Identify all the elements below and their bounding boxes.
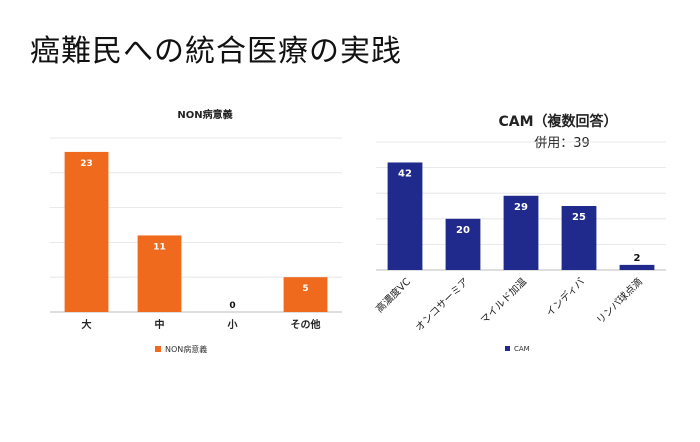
legend-swatch bbox=[155, 346, 161, 352]
bar bbox=[137, 235, 182, 312]
legend-swatch bbox=[505, 346, 510, 351]
slide-title: 癌難民への統合医療の実践 bbox=[30, 34, 402, 69]
category-label: 中 bbox=[155, 318, 165, 331]
bar bbox=[561, 206, 597, 270]
category-label: 小 bbox=[227, 318, 238, 331]
chart-subtitle: 併用：39 bbox=[534, 136, 590, 151]
bar bbox=[619, 264, 655, 270]
data-label: 5 bbox=[302, 284, 308, 294]
data-label: 2 bbox=[634, 253, 641, 264]
category-label: リンパ球点滴 bbox=[594, 275, 646, 327]
chart-title: CAM（複数回答） bbox=[498, 113, 617, 130]
bar bbox=[503, 195, 539, 270]
data-label: 20 bbox=[456, 225, 470, 236]
legend-label: CAM bbox=[514, 345, 530, 353]
bar bbox=[283, 277, 328, 312]
data-label: 29 bbox=[514, 202, 528, 213]
category-label: インディバ bbox=[543, 275, 587, 319]
bar bbox=[64, 151, 109, 312]
chart-legend: CAM bbox=[505, 345, 530, 353]
chart-legend: NON病意義 bbox=[155, 344, 207, 354]
legend-label: NON病意義 bbox=[165, 344, 207, 354]
chart-non-disease: NON病意義 23 11 0 5 大 中 小 その他 NON病意義 bbox=[50, 108, 342, 354]
category-label: オンコサーミア bbox=[413, 276, 471, 334]
data-label: 23 bbox=[80, 159, 93, 169]
category-label: その他 bbox=[291, 318, 321, 331]
chart-title: NON病意義 bbox=[177, 108, 232, 121]
category-label: マイルド加温 bbox=[478, 276, 529, 327]
data-label: 0 bbox=[229, 301, 235, 311]
data-label: 42 bbox=[398, 168, 412, 179]
chart-cam: CAM（複数回答） 併用：39 42 20 29 25 2 高濃度VC オンコサーミア マイ… bbox=[373, 113, 666, 353]
category-label: 高濃度VC bbox=[373, 275, 413, 315]
category-label: 大 bbox=[82, 318, 92, 331]
bar bbox=[387, 162, 423, 270]
data-label: 11 bbox=[153, 242, 166, 252]
bar bbox=[445, 218, 481, 270]
data-label: 25 bbox=[572, 212, 586, 223]
